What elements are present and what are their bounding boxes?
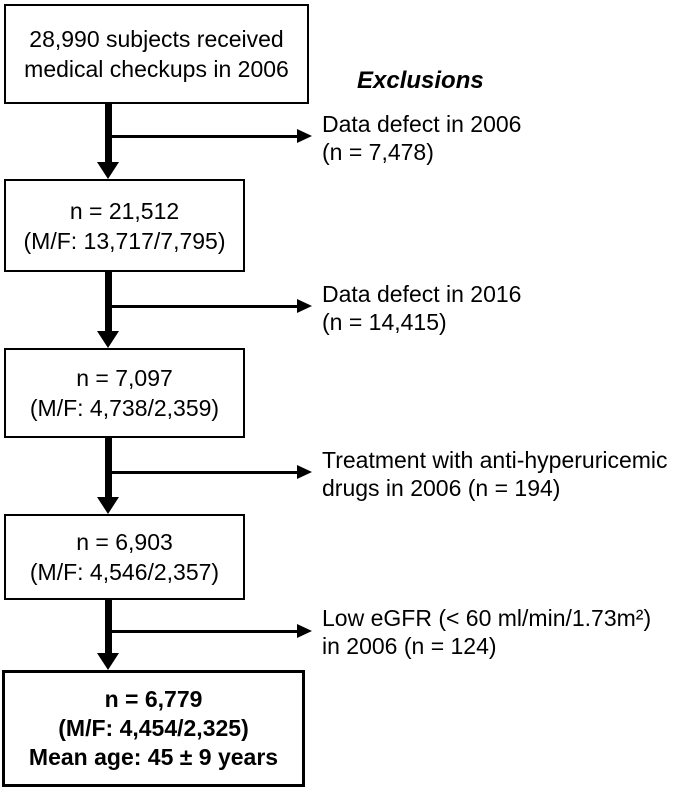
branch-arrow-line-1	[108, 135, 297, 138]
branch-arrow-line-3	[108, 471, 297, 474]
exclusion-line: Data defect in 2006	[322, 111, 522, 137]
exclusion-note-4: Low eGFR (< 60 ml/min/1.73m²) in 2006 (n…	[322, 604, 651, 660]
branch-arrow-head-1	[297, 129, 312, 143]
flow-box-subjects-2006: 28,990 subjects received medical checkup…	[4, 4, 309, 104]
flow-box-n-21512: n = 21,512 (M/F: 13,717/7,795)	[4, 179, 245, 272]
flow-box-final-cohort: n = 6,779 (M/F: 4,454/2,325) Mean age: 4…	[2, 670, 305, 787]
exclusion-note-3: Treatment with anti-hyperuricemic drugs …	[322, 446, 668, 502]
box-line: (M/F: 13,717/7,795)	[23, 227, 226, 254]
down-arrow-stem-3	[105, 438, 112, 497]
down-arrow-head-4	[97, 653, 119, 670]
box-line: medical checkups in 2006	[24, 56, 289, 82]
box-line: (M/F: 4,454/2,325)	[58, 715, 249, 741]
box-line: n = 21,512	[69, 197, 180, 224]
branch-arrow-line-2	[108, 305, 297, 308]
branch-arrow-line-4	[108, 630, 297, 633]
down-arrow-head-2	[97, 331, 119, 348]
box-line: (M/F: 4,738/2,359)	[29, 395, 220, 421]
flow-box-n-7097: n = 7,097 (M/F: 4,738/2,359)	[4, 348, 245, 438]
down-arrow-stem-2	[105, 272, 112, 331]
exclusion-note-1: Data defect in 2006 (n = 7,478)	[322, 110, 521, 166]
exclusion-line: drugs in 2006 (n = 194)	[322, 475, 561, 501]
box-line: n = 6,903	[76, 529, 173, 555]
box-line: n = 6,779	[104, 686, 203, 712]
branch-arrow-head-3	[297, 465, 312, 479]
branch-arrow-head-4	[297, 624, 312, 638]
down-arrow-head-3	[97, 497, 119, 514]
exclusion-line: (n = 14,415)	[322, 309, 447, 335]
branch-arrow-head-2	[297, 299, 312, 313]
box-line: n = 7,097	[76, 365, 173, 391]
box-line: (M/F: 4,546/2,357)	[29, 559, 220, 585]
flow-box-n-6903: n = 6,903 (M/F: 4,546/2,357)	[4, 514, 245, 600]
down-arrow-head-1	[97, 162, 119, 179]
exclusion-note-2: Data defect in 2016 (n = 14,415)	[322, 280, 521, 336]
box-line: Mean age: 45 ± 9 years	[28, 744, 279, 770]
down-arrow-stem-4	[105, 600, 112, 654]
down-arrow-stem-1	[105, 104, 112, 163]
exclusion-line: (n = 7,478)	[322, 139, 434, 165]
exclusion-line: Low eGFR (< 60 ml/min/1.73m²)	[322, 605, 652, 631]
box-line: 28,990 subjects received	[29, 26, 284, 52]
exclusion-line: Data defect in 2016	[322, 281, 522, 307]
exclusion-line: in 2006 (n = 124)	[322, 633, 497, 659]
exclusions-heading: Exclusions	[357, 67, 484, 94]
exclusion-line: Treatment with anti-hyperuricemic	[322, 447, 668, 473]
